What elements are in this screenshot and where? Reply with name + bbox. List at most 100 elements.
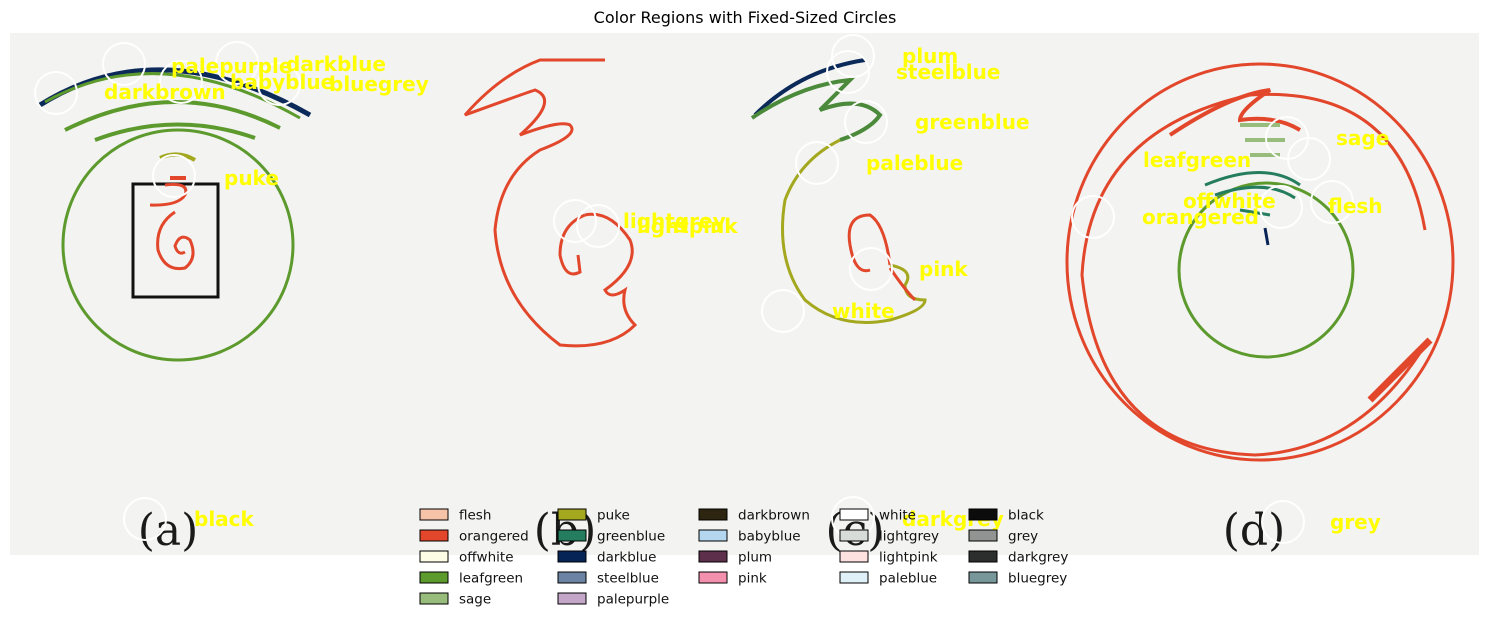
panel-c-drawing [750, 58, 927, 324]
legend-swatch-babyblue [698, 529, 728, 542]
panel-a-green-arc-3 [94, 122, 256, 142]
panel-c-green-stroke [750, 77, 883, 142]
panel-d-middle-ring [1080, 92, 1427, 457]
legend-label-lightgrey: lightgrey [879, 529, 939, 545]
label-pink: pink [919, 257, 968, 281]
label-black: black [194, 507, 255, 531]
legend-label-flesh: flesh [459, 508, 491, 524]
legend-swatch-plum [698, 550, 728, 563]
panel-d-inner-circle [1177, 181, 1355, 359]
legend: flesh orangered offwhite leafgreen sage puke g… [419, 508, 1068, 608]
marker-circle-bluegrey [257, 62, 301, 106]
legend-swatch-lightgrey [839, 529, 869, 542]
legend-swatch-paleblue [839, 571, 869, 584]
region-labels: palepurple darkblue babyblue bluegrey da… [104, 44, 1389, 534]
marker-circle-darkblue [215, 41, 259, 85]
legend-swatch-black [968, 508, 998, 521]
panel-d-greenblue-marks [1204, 171, 1301, 217]
panel-d-outer-ring [1065, 62, 1455, 462]
legend-label-black: black [1008, 508, 1044, 524]
legend-swatch-white [839, 508, 869, 521]
marker-circle-grey [1261, 500, 1305, 544]
marker-circle-babyblue [159, 60, 203, 104]
legend-label-darkgrey: darkgrey [1008, 550, 1068, 566]
panel-b-drawing [463, 58, 638, 348]
label-greenblue: greenblue [915, 110, 1030, 134]
label-orangered: orangered [1142, 205, 1259, 229]
marker-circle-puke [152, 154, 196, 198]
marker-circle-offwhite [1259, 185, 1303, 229]
panel-d-top-flame [1168, 88, 1302, 137]
marker-circle-orangered [1071, 195, 1115, 239]
label-white: white [832, 299, 895, 323]
marker-circle-plum [831, 34, 875, 78]
marker-circle-lightgrey [553, 199, 597, 243]
legend-label-sage: sage [459, 592, 491, 608]
legend-swatch-lightpink [839, 550, 869, 563]
panel-letter-a: (a) [138, 505, 199, 556]
legend-swatch-steelblue [557, 571, 587, 584]
marker-circle-pink [849, 247, 893, 291]
label-flesh: flesh [1328, 194, 1383, 218]
legend-swatch-pink [698, 571, 728, 584]
label-grey: grey [1330, 510, 1381, 534]
label-plum: plum [902, 44, 958, 68]
panel-d-thick-mark [1367, 337, 1433, 403]
legend-swatch-bluegrey [968, 571, 998, 584]
image-background [10, 33, 1479, 555]
legend-label-babyblue: babyblue [738, 529, 801, 545]
marker-circle-leafgreen [1287, 137, 1331, 181]
legend-label-darkblue: darkblue [597, 550, 656, 566]
marker-circle-paleblue [795, 141, 839, 185]
label-darkbrown: darkbrown [104, 80, 226, 104]
panel-a-large-circle [61, 128, 295, 362]
marker-circle-white [761, 289, 805, 333]
legend-swatch-orangered [419, 529, 449, 542]
panel-b-spiral [463, 58, 638, 348]
panel-c-puke-stroke [781, 138, 927, 324]
figure-title: Color Regions with Fixed-Sized Circles [594, 8, 897, 27]
panel-letter-d: (d) [1223, 505, 1286, 556]
legend-label-leafgreen: leafgreen [459, 571, 523, 587]
legend-label-offwhite: offwhite [459, 550, 514, 566]
legend-swatch-offwhite [419, 550, 449, 563]
label-sage: sage [1336, 126, 1389, 150]
legend-swatch-grey [968, 529, 998, 542]
legend-swatch-leafgreen [419, 571, 449, 584]
legend-label-orangered: orangered [459, 529, 529, 545]
panel-d-drawing [1065, 62, 1455, 462]
legend-label-puke: puke [597, 508, 630, 524]
panel-c-red-stroke [847, 213, 892, 273]
label-darkblue: darkblue [286, 52, 386, 76]
marker-circle-darkbrown [34, 71, 78, 115]
legend-label-bluegrey: bluegrey [1008, 571, 1067, 587]
legend-swatch-darkgrey [968, 550, 998, 563]
legend-swatch-greenblue [557, 529, 587, 542]
marker-circle-flesh [1310, 180, 1354, 224]
legend-label-white: white [879, 508, 916, 524]
panel-d-darkblue-mark [1263, 227, 1270, 246]
marker-circles [34, 34, 1354, 544]
label-steelblue: steelblue [896, 60, 1000, 84]
panel-b-spiral-inner [558, 213, 586, 276]
legend-swatch-flesh [419, 508, 449, 521]
legend-label-plum: plum [738, 550, 772, 566]
marker-circle-black [123, 497, 167, 541]
legend-swatch-darkblue [557, 550, 587, 563]
legend-label-darkbrown: darkbrown [738, 508, 810, 524]
legend-label-paleblue: paleblue [879, 571, 937, 587]
legend-label-pink: pink [738, 571, 767, 587]
label-leafgreen: leafgreen [1143, 148, 1251, 172]
legend-label-palepurple: palepurple [597, 592, 669, 608]
label-babyblue: babyblue [230, 70, 334, 94]
label-puke: puke [224, 166, 279, 190]
legend-swatch-darkbrown [698, 508, 728, 521]
label-lightpink: lightpink [637, 214, 738, 238]
panel-c-darkblue-arc [753, 58, 866, 117]
legend-label-steelblue: steelblue [597, 571, 659, 587]
legend-label-grey: grey [1008, 529, 1038, 545]
legend-swatch-puke [557, 508, 587, 521]
marker-circle-greenblue [844, 100, 888, 144]
legend-label-lightpink: lightpink [879, 550, 938, 566]
